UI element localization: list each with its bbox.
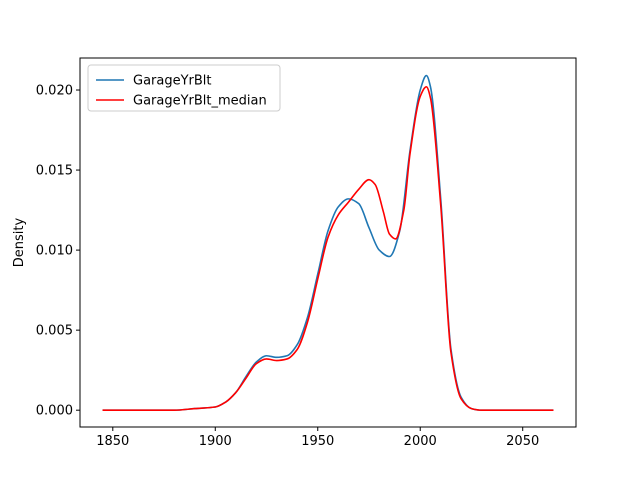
y-axis-label: Density	[12, 217, 27, 267]
x-tick-label: 1950	[301, 434, 334, 449]
x-tick-label: 1850	[96, 434, 129, 449]
y-tick-label: 0.000	[36, 404, 73, 419]
series-line-garageyrblt-median	[102, 86, 554, 411]
x-tick-label: 2000	[404, 434, 437, 449]
y-tick-label: 0.010	[36, 244, 73, 259]
y-tick-label: 0.015	[36, 164, 73, 179]
x-tick-label: 2050	[506, 434, 539, 449]
legend-entry: GarageYrBlt_median	[133, 94, 267, 109]
legend: GarageYrBlt GarageYrBlt_median	[87, 64, 281, 112]
y-tick-label: 0.020	[36, 84, 73, 99]
x-tick-label: 1900	[199, 434, 232, 449]
y-tick-label: 0.005	[36, 324, 73, 339]
legend-entry: GarageYrBlt	[133, 74, 212, 89]
y-axis: 0.000 0.005 0.010 0.015 0.020	[36, 84, 80, 419]
plot-frame	[79, 57, 577, 428]
x-axis: 1850 1900 1950 2000 2050	[96, 427, 539, 449]
series-layer	[102, 74, 554, 411]
legend-box	[87, 64, 281, 112]
